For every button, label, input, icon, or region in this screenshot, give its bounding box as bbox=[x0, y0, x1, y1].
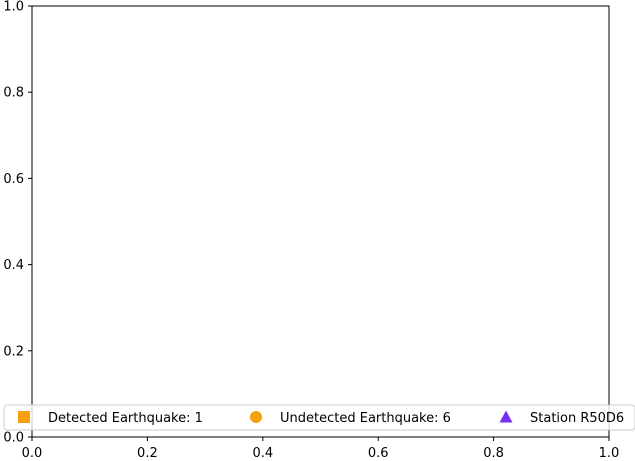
legend-label: Undetected Earthquake: 6 bbox=[280, 411, 451, 426]
y-axis: 0.0 0.2 0.4 0.6 0.8 1.0 bbox=[3, 0, 32, 446]
plot-area bbox=[31, 5, 610, 438]
x-tick-label: 0.8 bbox=[483, 446, 504, 461]
y-tick-label: 0.6 bbox=[3, 172, 24, 187]
y-tick-label: 0.2 bbox=[3, 344, 24, 359]
legend-label: Detected Earthquake: 1 bbox=[48, 411, 203, 426]
x-tick-label: 0.2 bbox=[137, 446, 158, 461]
x-tick-label: 0.4 bbox=[252, 446, 273, 461]
y-tick-label: 1.0 bbox=[3, 0, 24, 15]
y-tick-label: 0.4 bbox=[3, 258, 24, 273]
y-tick-label: 0.0 bbox=[3, 431, 24, 446]
x-tick-label: 0.0 bbox=[22, 446, 43, 461]
legend-circle-marker bbox=[250, 411, 262, 423]
x-tick-label: 0.6 bbox=[368, 446, 389, 461]
legend-frame bbox=[3, 404, 635, 431]
legend-label: Station R50D6 bbox=[530, 411, 624, 426]
x-axis: 0.0 0.2 0.4 0.6 0.8 1.0 bbox=[22, 437, 620, 461]
x-tick-label: 1.0 bbox=[599, 446, 620, 461]
legend-square-marker bbox=[18, 411, 30, 423]
legend: Detected Earthquake: 1 Undetected Earthqu… bbox=[3, 404, 635, 431]
legend-triangle-marker bbox=[499, 410, 513, 423]
y-tick-label: 0.8 bbox=[3, 86, 24, 101]
